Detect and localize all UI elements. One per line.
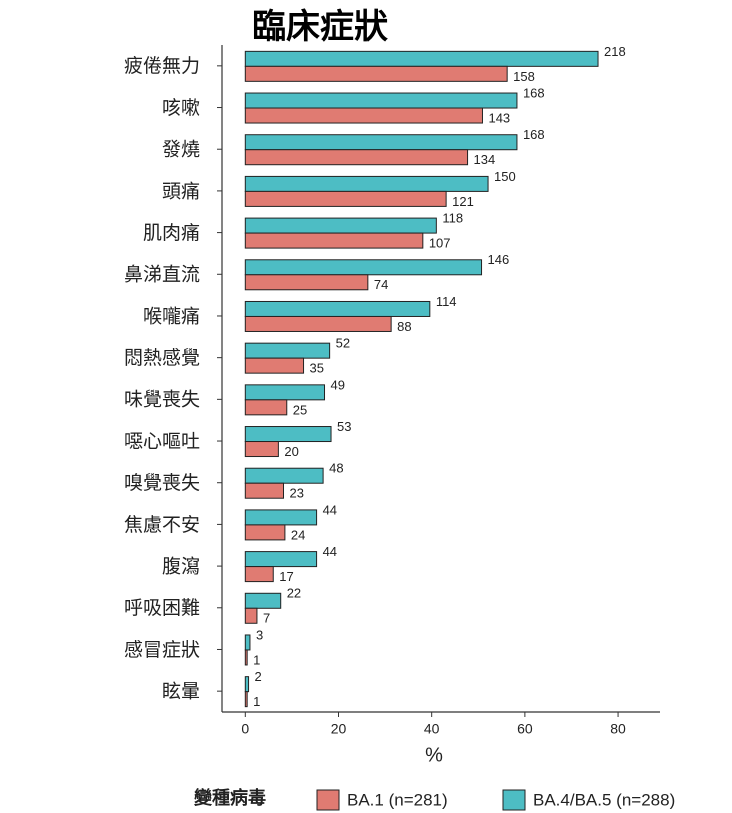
data-label: 143 [488, 110, 510, 125]
data-label: 1 [253, 652, 260, 667]
y-tick-label: 喉嚨痛 [143, 305, 200, 327]
y-tick-label: 呼吸困難 [124, 597, 200, 619]
y-tick-label: 疲倦無力 [124, 55, 200, 77]
bar [244, 467, 324, 484]
legend-swatch [502, 789, 526, 811]
legend-label: BA.4/BA.5 (n=288) [533, 790, 675, 809]
bar [244, 566, 274, 583]
bar [244, 65, 508, 82]
bar [244, 274, 369, 291]
data-label: 24 [291, 527, 305, 542]
data-label: 107 [429, 236, 451, 251]
bar [244, 399, 288, 416]
x-tick-label: 80 [610, 721, 626, 737]
y-tick-label: 悶熱感覺 [124, 347, 200, 369]
bar [244, 426, 332, 443]
data-label: 114 [436, 294, 457, 309]
x-tick-label: 40 [424, 721, 440, 737]
data-label: 49 [331, 377, 345, 392]
data-label: 23 [290, 486, 304, 501]
bar [244, 676, 250, 693]
x-axis-label: % [425, 744, 443, 766]
data-label: 2 [255, 669, 262, 684]
data-label: 20 [284, 444, 298, 459]
data-label: 44 [323, 502, 337, 517]
x-tick-label: 60 [517, 721, 533, 737]
data-label: 168 [523, 127, 545, 142]
bar [244, 342, 331, 359]
bar [244, 384, 326, 401]
bar [244, 232, 424, 249]
y-tick-label: 咳嗽 [162, 97, 200, 119]
bar [244, 92, 518, 109]
bar [244, 300, 431, 317]
bar [244, 634, 251, 651]
y-tick-label: 眩暈 [162, 681, 200, 703]
data-label: 53 [337, 419, 351, 434]
data-label: 146 [488, 252, 510, 267]
bar [244, 524, 286, 541]
x-tick-label: 0 [241, 721, 249, 737]
bar [244, 315, 392, 332]
bar [244, 482, 285, 499]
chart-title: 臨床症狀 [252, 8, 388, 46]
bar [244, 259, 483, 276]
bar [244, 551, 318, 568]
data-label: 35 [310, 361, 324, 376]
y-tick-label: 鼻涕直流 [124, 264, 200, 286]
bar [244, 175, 489, 192]
y-tick-label: 嗅覺喪失 [124, 472, 200, 494]
data-label: 7 [263, 611, 270, 626]
bar [244, 509, 318, 526]
y-tick-label: 噁心嘔吐 [124, 430, 200, 452]
data-label: 168 [523, 85, 545, 100]
bar [244, 190, 447, 207]
bar [244, 649, 248, 666]
data-label: 1 [253, 694, 260, 709]
data-label: 3 [256, 627, 263, 642]
y-tick-label: 腹瀉 [162, 555, 200, 577]
data-label: 158 [513, 69, 535, 84]
bar [244, 691, 248, 708]
y-tick-label: 發燒 [162, 139, 200, 161]
y-tick-label: 感冒症狀 [124, 639, 200, 661]
x-tick-label: 20 [331, 721, 347, 737]
legend-title: 變種病毒 [194, 787, 266, 808]
data-label: 52 [336, 336, 350, 351]
data-label: 121 [452, 194, 474, 209]
legend-swatch [316, 789, 340, 811]
bar [244, 134, 518, 151]
bar [244, 441, 279, 458]
data-label: 25 [293, 402, 307, 417]
bar [244, 107, 483, 124]
data-label: 118 [442, 211, 463, 226]
data-label: 74 [374, 277, 388, 292]
data-label: 88 [397, 319, 411, 334]
data-label: 48 [329, 461, 343, 476]
data-label: 44 [323, 544, 337, 559]
bar [244, 149, 469, 166]
data-label: 17 [279, 569, 293, 584]
data-label: 22 [287, 586, 301, 601]
data-label: 150 [494, 169, 516, 184]
data-label: 134 [474, 152, 496, 167]
legend-label: BA.1 (n=281) [347, 790, 448, 809]
bar [244, 50, 599, 67]
data-label: 218 [604, 44, 626, 59]
y-tick-label: 焦慮不安 [124, 514, 200, 536]
y-tick-label: 肌肉痛 [143, 222, 200, 244]
y-tick-label: 味覺喪失 [124, 389, 200, 411]
y-tick-label: 頭痛 [162, 180, 200, 202]
bar [244, 592, 282, 609]
bar [244, 217, 437, 234]
bar [244, 357, 305, 374]
bar [244, 607, 258, 624]
